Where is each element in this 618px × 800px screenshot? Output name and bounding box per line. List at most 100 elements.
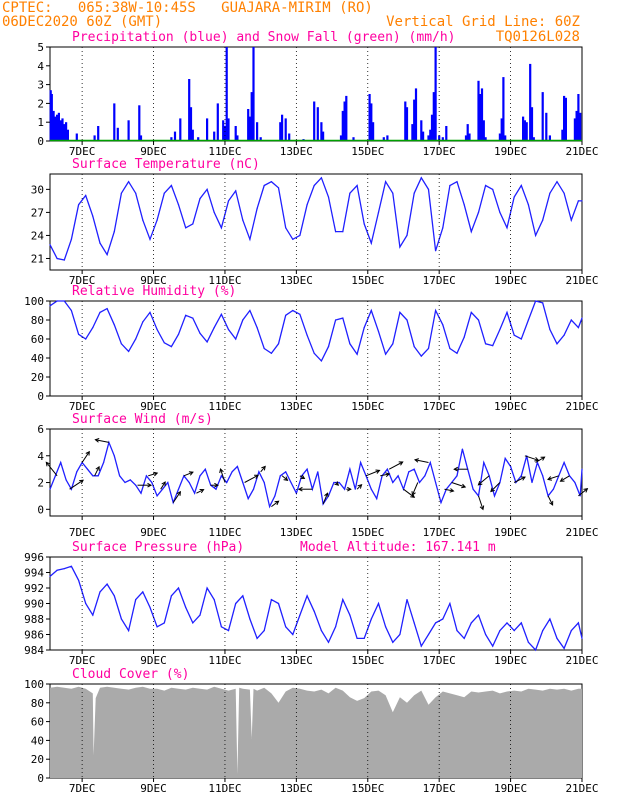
y-tick-label: 60 <box>31 716 44 729</box>
series-point <box>119 475 121 477</box>
series-point <box>461 448 463 450</box>
series-point <box>549 618 551 620</box>
series-point <box>60 461 62 464</box>
wind-arrow <box>365 469 381 477</box>
series-point <box>76 471 78 473</box>
wind-arrow-shaft <box>513 476 526 483</box>
panel-title: Surface Wind (m/s) <box>72 412 213 427</box>
wind-arrow-shaft <box>95 439 109 443</box>
series-point <box>252 488 255 490</box>
wind-arrow-shaft <box>365 469 380 477</box>
series-point <box>199 332 201 334</box>
wind-arrow-head <box>95 465 100 471</box>
series-line <box>49 440 583 509</box>
x-tick-label: 15DEC <box>351 654 384 667</box>
wind-arrow-shaft <box>578 488 588 497</box>
series-point <box>435 622 437 624</box>
series-point <box>113 231 115 233</box>
wind-arrow-head <box>449 488 455 493</box>
series-point <box>156 219 158 221</box>
series-point <box>263 630 265 632</box>
x-tick-label: 11DEC <box>208 145 241 158</box>
wind-arrow-shaft <box>94 466 100 477</box>
precip-bar <box>522 116 525 141</box>
x-tick-label: 9DEC <box>140 400 167 413</box>
series-point <box>63 300 65 302</box>
precip-bar <box>372 122 375 141</box>
y-tick-label: 80 <box>31 314 44 327</box>
wind-arrow-shaft <box>220 468 226 483</box>
series-point <box>535 649 537 651</box>
series-point <box>506 311 508 313</box>
precip-bar <box>532 137 535 141</box>
series-point <box>463 204 465 206</box>
precip-bar <box>320 122 323 141</box>
wind-arrow-shaft <box>244 474 259 483</box>
wind-arrow-head <box>300 474 306 480</box>
series-point <box>106 254 108 256</box>
series-point <box>177 587 180 589</box>
x-tick-label: 7DEC <box>69 654 96 667</box>
series-point <box>85 338 87 340</box>
series-point <box>406 319 408 321</box>
series-point <box>78 204 80 206</box>
series-point <box>356 184 358 187</box>
precip-bar <box>170 137 173 141</box>
model-id: TQ0126L028 <box>495 29 580 45</box>
series-point <box>128 350 130 352</box>
series-point <box>392 641 394 643</box>
wind-arrow <box>183 471 194 477</box>
series-point <box>408 471 410 473</box>
series-point <box>263 481 265 484</box>
panel-2: 7DEC 9DEC 11DEC 13DEC 15DEC 17DEC 19DEC 21DEC 21… <box>31 157 599 287</box>
precip-bar <box>352 137 355 141</box>
series-point <box>113 595 115 597</box>
x-tick-label: 9DEC <box>140 782 167 795</box>
series-point <box>299 313 301 315</box>
y-tick-label: 27 <box>31 206 44 219</box>
series-point <box>285 314 287 316</box>
series-point <box>320 630 322 632</box>
x-tick-label: 21DEC <box>565 782 598 795</box>
series-point <box>570 219 572 221</box>
panel-3: 7DEC 9DEC 11DEC 13DEC 15DEC 17DEC 19DEC 21DEC 0 2… <box>24 284 598 413</box>
series-point <box>242 219 244 221</box>
series-point <box>440 502 442 504</box>
series-point <box>199 614 201 616</box>
series-point <box>92 475 94 477</box>
series-point <box>470 231 472 233</box>
series-point <box>363 223 365 225</box>
wind-arrow <box>346 486 352 492</box>
wind-arrow-shaft <box>196 489 204 494</box>
wind-arrow <box>137 482 153 488</box>
precip-bar <box>116 127 119 141</box>
series-point <box>342 231 344 233</box>
series-point <box>581 317 583 319</box>
y-tick-label: 100 <box>24 678 44 691</box>
precip-bar <box>227 118 230 141</box>
series-point <box>242 595 244 597</box>
series-point <box>220 475 222 477</box>
x-tick-label: 15DEC <box>351 782 384 795</box>
panel-frame <box>49 556 583 651</box>
series-point <box>177 333 180 335</box>
wind-arrow <box>334 481 340 486</box>
precip-bar <box>288 133 291 141</box>
wind-arrow <box>513 476 526 483</box>
series-point <box>333 481 335 484</box>
y-tick-label: 984 <box>24 644 44 657</box>
precip-bar <box>504 135 507 141</box>
wind-arrow <box>478 495 485 511</box>
series-point <box>335 626 337 628</box>
x-tick-label: 15DEC <box>351 400 384 413</box>
series-point <box>78 579 80 581</box>
series-point <box>399 311 401 313</box>
series-point <box>424 475 426 477</box>
wind-arrow <box>411 482 419 497</box>
precip-bar <box>434 47 437 141</box>
series-point <box>92 614 94 616</box>
precip-bar <box>57 112 60 141</box>
precip-bar <box>189 107 193 141</box>
y-tick-label: 0 <box>37 390 44 403</box>
series-point <box>135 338 137 340</box>
